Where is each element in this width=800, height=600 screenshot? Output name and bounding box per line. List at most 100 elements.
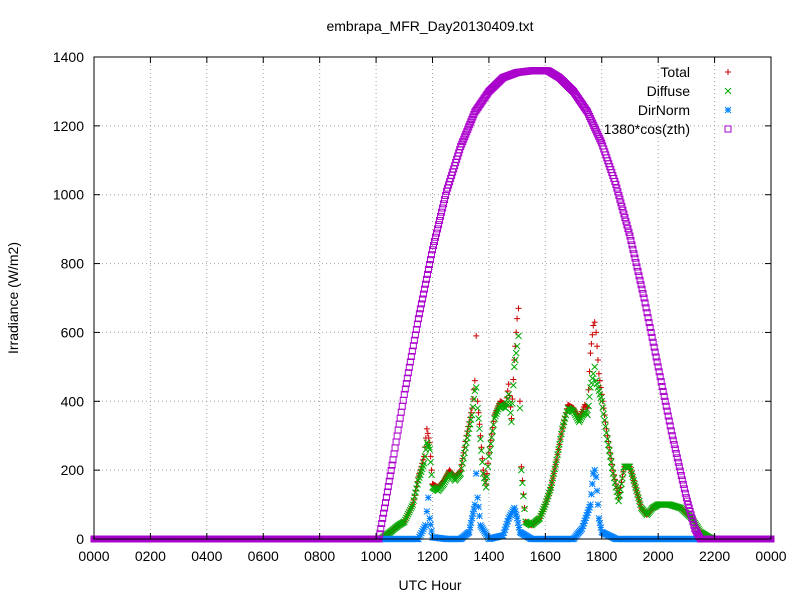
data-point [487,440,495,448]
data-point [436,217,444,225]
data-point [492,412,499,420]
data-point [404,369,412,377]
data-point [677,472,685,480]
data-point [425,261,433,269]
data-point [650,343,658,351]
data-point [632,259,640,267]
data-point [464,125,472,133]
data-point [424,494,432,502]
data-point [636,276,644,284]
data-point [402,514,410,522]
data-point [678,476,686,484]
data-point [641,299,649,307]
data-point [673,454,681,462]
data-point [597,137,605,145]
data-point [417,300,425,308]
data-point [468,411,476,419]
data-point [395,420,403,428]
data-point [623,221,631,229]
data-point [505,391,513,398]
data-point [475,409,482,416]
data-point [465,123,473,131]
data-point [380,509,388,517]
data-point [638,285,646,293]
data-point [616,195,624,203]
data-point [537,512,544,520]
data-point [511,356,519,364]
data-point [490,421,497,429]
data-point [667,427,675,435]
data-point [506,513,513,520]
data-point [462,130,470,138]
data-point [585,506,592,514]
data-point [416,533,423,541]
data-point [519,479,526,487]
data-point [385,477,393,485]
data-point [594,501,602,508]
data-point [629,245,637,253]
data-point [472,384,480,391]
data-point [507,409,514,417]
data-point [653,358,661,366]
data-point [501,526,509,534]
data-point [614,188,622,196]
data-point [591,466,599,474]
data-point [609,461,616,468]
data-point [406,358,414,366]
data-point [484,460,491,467]
data-point [639,290,647,298]
data-point [423,508,431,515]
data-point [554,451,561,459]
data-point [507,511,514,519]
y-tick-label: 200 [61,462,85,478]
data-point [381,499,389,507]
data-point [619,474,626,481]
data-point [513,329,520,336]
data-point [575,418,583,426]
data-point [676,467,684,475]
data-point [591,363,599,371]
data-point [484,463,492,471]
data-point [466,120,474,128]
data-point [407,353,415,361]
y-tick-label: 600 [61,324,85,340]
data-point [405,363,413,371]
data-point [480,467,487,474]
data-point [478,447,485,454]
data-point [458,140,466,148]
data-point [427,458,434,466]
data-point [583,404,590,411]
data-point [583,511,591,519]
y-tick-label: 1200 [53,118,84,134]
data-point [588,480,596,488]
data-point [661,397,669,405]
data-point [437,212,445,220]
data-point [508,509,515,517]
data-point [605,447,613,454]
data-point [468,514,476,522]
data-point [521,505,528,513]
data-point [618,203,626,211]
data-point [596,377,603,384]
data-point [469,510,477,518]
data-point [619,474,626,482]
y-axis-label: Irradiance (W/m2) [5,242,21,354]
data-point [426,256,434,264]
data-point [425,435,432,442]
data-point [442,191,450,199]
data-point [393,432,401,440]
data-point [491,415,498,422]
legend: Total Diffuse DirNorm 1380*cos(zth) [604,64,732,137]
data-point [478,458,486,466]
data-point [421,523,428,531]
data-point [400,518,408,526]
data-point [516,404,524,412]
data-point [637,281,645,289]
x-tick-label: 1200 [417,548,448,564]
data-point [510,376,517,383]
data-point [397,408,405,416]
data-point [555,446,562,453]
data-point [474,404,481,412]
data-point [460,135,468,143]
data-point [587,115,595,123]
